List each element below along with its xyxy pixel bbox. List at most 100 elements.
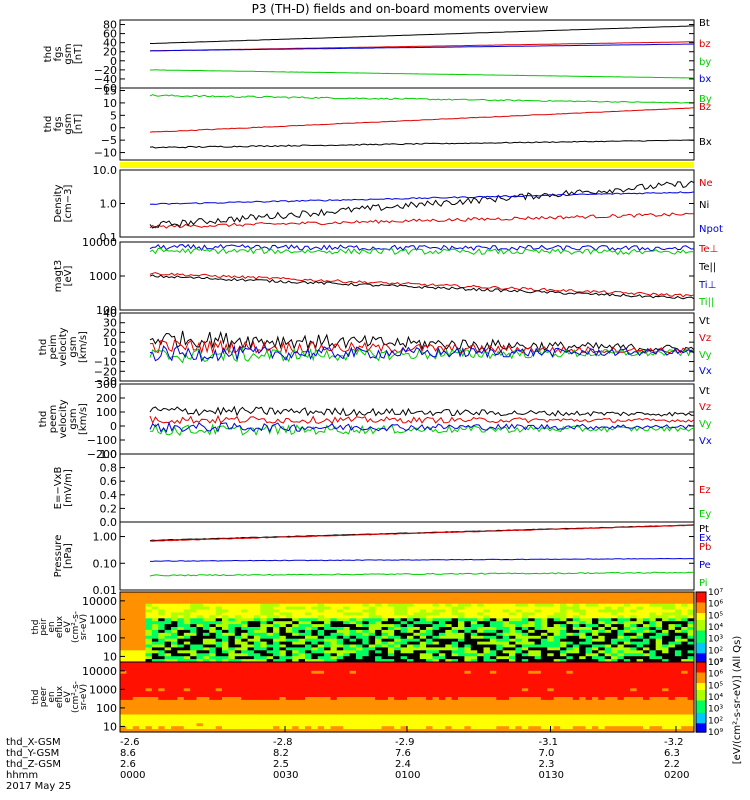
spectrogram-cell bbox=[330, 726, 338, 730]
spectrogram-cell bbox=[509, 621, 516, 625]
spectrogram-cell bbox=[426, 632, 434, 637]
spectrogram-cell bbox=[311, 708, 319, 713]
spectrogram-cell bbox=[151, 688, 159, 692]
spectrogram-cell bbox=[534, 647, 542, 651]
spectrogram-cell bbox=[202, 656, 210, 660]
spectrogram-cell bbox=[305, 606, 312, 611]
spectrogram-cell bbox=[362, 729, 370, 733]
spectrogram-cell bbox=[292, 726, 300, 730]
spectrogram-cell bbox=[177, 609, 185, 613]
spectrogram-cell bbox=[158, 670, 166, 675]
spectrogram-cell bbox=[196, 635, 204, 640]
spectrogram-cell bbox=[190, 723, 198, 727]
spectrogram-cell bbox=[330, 597, 338, 602]
spectrogram-cell bbox=[489, 711, 497, 716]
spectrogram-cell bbox=[381, 685, 389, 689]
spectrogram-cell bbox=[298, 697, 306, 701]
spectrogram-cell bbox=[177, 662, 185, 666]
spectrogram-cell bbox=[604, 679, 612, 683]
spectrogram-cell bbox=[470, 673, 478, 678]
spectrogram-cell bbox=[305, 664, 312, 669]
spectrogram-cell bbox=[330, 647, 338, 651]
spectrogram-cell bbox=[394, 624, 402, 628]
spectrogram-cell bbox=[470, 662, 478, 666]
spectrogram-cell bbox=[190, 682, 198, 686]
spectrogram-cell bbox=[572, 682, 580, 686]
spectrogram-cell bbox=[636, 685, 644, 689]
spectrogram-cell bbox=[305, 705, 312, 710]
spectrogram-cell bbox=[336, 673, 344, 678]
spectrogram-cell bbox=[438, 603, 446, 608]
spectrogram-cell bbox=[662, 644, 670, 648]
spectrogram-cell bbox=[407, 664, 414, 669]
spectrogram-cell bbox=[222, 670, 229, 675]
spectrogram-cell bbox=[336, 697, 344, 701]
spectrogram-cell bbox=[317, 600, 325, 605]
spectrogram-cell bbox=[458, 592, 465, 596]
spectrogram-cell bbox=[305, 656, 312, 660]
y-axis-label: [nT] bbox=[73, 114, 84, 134]
spectrogram-cell bbox=[419, 615, 427, 619]
spectrogram-cell bbox=[260, 702, 268, 707]
spectrogram-cell bbox=[407, 694, 414, 698]
spectrogram-cell bbox=[477, 597, 485, 602]
spectrogram-cell bbox=[145, 679, 153, 683]
spectrogram-cell bbox=[145, 638, 153, 643]
y-axis-label: Pressure bbox=[53, 535, 64, 578]
spectrogram-cell bbox=[630, 621, 638, 625]
spectrogram-cell bbox=[317, 723, 325, 727]
spectrogram-cell bbox=[617, 662, 625, 666]
spectrogram-cell bbox=[215, 638, 223, 643]
spectrogram-cell bbox=[343, 603, 351, 608]
spectrogram-cell bbox=[572, 726, 580, 730]
spectrogram-cell bbox=[234, 615, 242, 619]
spectrogram-cell bbox=[407, 600, 414, 605]
spectrogram-cell bbox=[151, 729, 159, 733]
spectrogram-cell bbox=[681, 659, 689, 663]
spectrogram-cell bbox=[687, 641, 695, 646]
spectrogram-cell bbox=[311, 629, 319, 634]
spectrogram-cell bbox=[202, 603, 210, 608]
spectrogram-cell bbox=[636, 699, 644, 704]
spectrogram-cell bbox=[438, 699, 446, 704]
spectrogram-cell bbox=[649, 594, 657, 599]
spectrogram-cell bbox=[324, 627, 332, 631]
spectrogram-cell bbox=[183, 682, 191, 686]
spectrogram-cell bbox=[636, 612, 644, 616]
spectrogram-cell bbox=[215, 635, 223, 640]
spectrogram-cell bbox=[209, 629, 217, 634]
spectrogram-cell bbox=[330, 708, 338, 713]
spectrogram-cell bbox=[611, 697, 619, 701]
spectrogram-cell bbox=[611, 667, 619, 672]
spectrogram-cell bbox=[547, 615, 555, 619]
spectrogram-cell bbox=[139, 644, 147, 648]
spectrogram-cell bbox=[445, 694, 453, 698]
spectrogram-cell bbox=[222, 635, 229, 640]
spectrogram-cell bbox=[464, 662, 472, 666]
spectrogram-cell bbox=[151, 627, 159, 631]
spectrogram-cell bbox=[394, 708, 402, 713]
spectrogram-cell bbox=[317, 676, 325, 681]
spectrogram-cell bbox=[585, 702, 593, 707]
spectrogram-cell bbox=[368, 673, 376, 678]
spectrogram-cell bbox=[183, 644, 191, 648]
spectrogram-cell bbox=[336, 615, 344, 619]
spectrogram-cell bbox=[234, 723, 242, 727]
spectrogram-cell bbox=[202, 621, 210, 625]
y-axis-label: velocity bbox=[58, 399, 69, 438]
spectrogram-cell bbox=[470, 629, 478, 634]
spectrogram-cell bbox=[349, 664, 357, 669]
spectrogram-cell bbox=[579, 670, 587, 675]
colorbar-segment bbox=[696, 705, 706, 709]
spectrogram-cell bbox=[649, 603, 657, 608]
spectrogram-cell bbox=[202, 705, 210, 710]
spectrogram-cell bbox=[375, 641, 383, 646]
spectrogram-cell bbox=[151, 647, 159, 651]
spectrogram-cell bbox=[215, 615, 223, 619]
spectrogram-cell bbox=[560, 632, 568, 637]
spectrogram-cell bbox=[426, 679, 434, 683]
spectrogram-cell bbox=[132, 618, 140, 622]
spectrogram-cell bbox=[190, 702, 198, 707]
spectrogram-cell bbox=[356, 694, 363, 698]
spectrogram-cell bbox=[387, 597, 395, 602]
